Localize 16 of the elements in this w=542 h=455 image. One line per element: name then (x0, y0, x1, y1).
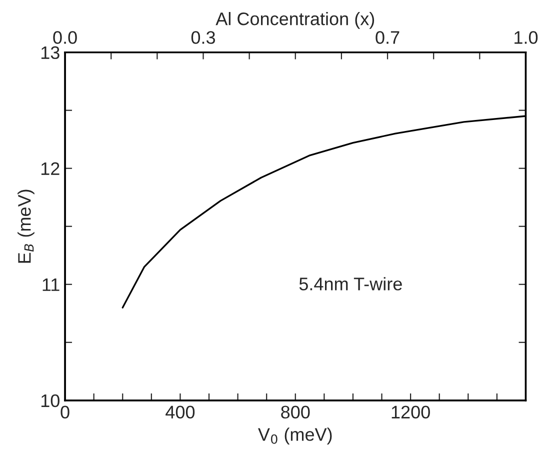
y-axis-title: E$_{B}$ (meV) (18, 190, 34, 263)
x2-tick-label: 1.0 (514, 31, 538, 44)
x-tick-label: 800 (281, 406, 310, 419)
x-tick-label: 400 (166, 406, 195, 419)
x-tick-label: 1200 (392, 406, 430, 419)
x2-tick-label: 0.7 (376, 31, 400, 44)
x-axis-title: V$_{0}$ (meV) (258, 428, 332, 444)
x2-tick-label: 0.0 (53, 31, 77, 44)
y-tick-label: 12 (41, 162, 60, 175)
y-tick-label: 11 (42, 278, 60, 291)
x-tick-label: 0 (60, 406, 70, 419)
y-tick-label: 10 (41, 394, 60, 408)
annotation: 5.4nm T-wire (299, 277, 402, 290)
x2-axis-title: Al Concentration (x) (216, 12, 374, 29)
x2-tick-label: 0.3 (191, 31, 216, 44)
y-tick-label: 13 (41, 46, 60, 60)
